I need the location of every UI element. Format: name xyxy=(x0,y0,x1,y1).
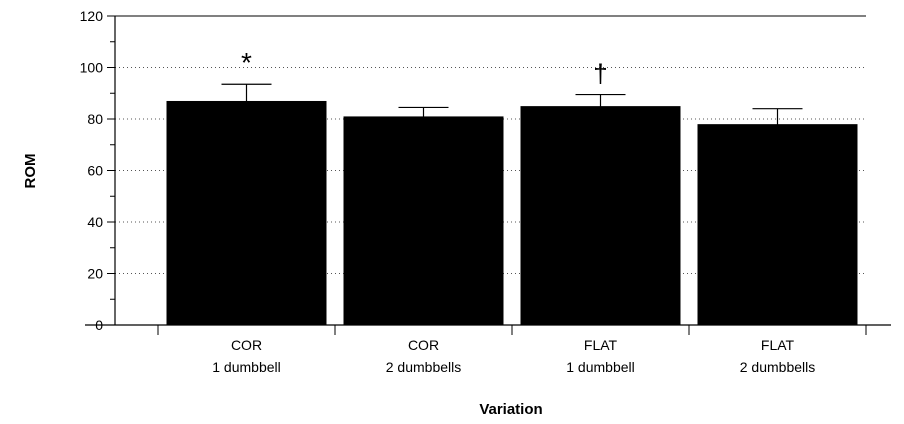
y-tick-label: 80 xyxy=(87,111,103,127)
bar-1 xyxy=(166,100,327,325)
y-tick-label: 120 xyxy=(80,8,104,24)
x-tick-label-line1: COR xyxy=(231,337,262,353)
y-axis-title: ROM xyxy=(22,154,39,189)
bar-2 xyxy=(343,116,504,325)
error-bars xyxy=(221,83,803,133)
y-tick-label: 20 xyxy=(87,266,103,282)
significance-marker-3: † xyxy=(593,59,607,89)
y-tick-label: 100 xyxy=(80,60,104,76)
significance-marker-1: * xyxy=(241,47,252,78)
x-axis-title: Variation xyxy=(479,401,542,418)
y-tick-label: 60 xyxy=(87,163,103,179)
x-tick-label-line2: 2 dumbbells xyxy=(740,359,816,375)
axes xyxy=(85,15,891,335)
x-tick-label-line1: FLAT xyxy=(584,337,618,353)
y-tick-label: 40 xyxy=(87,214,103,230)
x-tick-label-line1: COR xyxy=(408,337,439,353)
bars xyxy=(166,100,858,326)
x-tick-label-line2: 2 dumbbells xyxy=(386,359,462,375)
x-tick-label-line1: FLAT xyxy=(761,337,795,353)
x-tick-label-line2: 1 dumbbell xyxy=(212,359,281,375)
bar-4 xyxy=(697,124,858,326)
labels: * † 0 20 40 60 80 100 120 COR 1 dumbbell COR 2 dumbb… xyxy=(80,8,816,375)
y-tick-label: 0 xyxy=(95,317,103,333)
bar-3 xyxy=(520,106,681,325)
x-tick-label-line2: 1 dumbbell xyxy=(566,359,635,375)
